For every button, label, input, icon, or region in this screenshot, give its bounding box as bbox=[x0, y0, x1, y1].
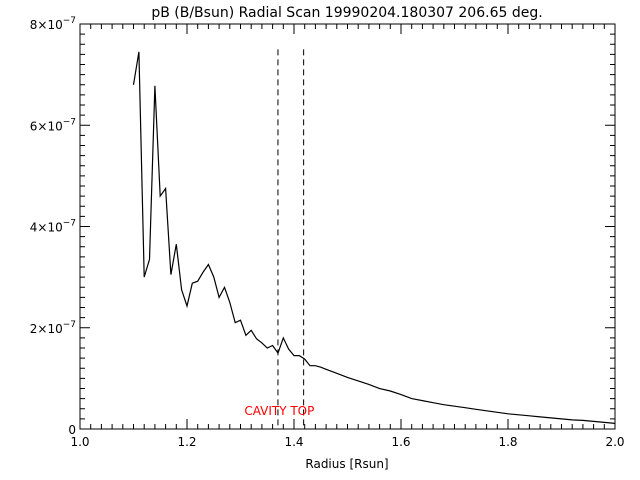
chart-annotations: CAVITY TOP bbox=[244, 404, 314, 418]
cavity-marker-lines bbox=[277, 49, 305, 429]
y-tick-mantissa: 0 bbox=[68, 423, 76, 437]
x-tick-label: 1.2 bbox=[177, 435, 196, 449]
y-tick-label: 6×10−7 bbox=[30, 117, 76, 133]
x-axis-ticks: 1.0 1.2 1.4 1.6 1.8 2.0 bbox=[70, 24, 625, 449]
chart-title: pB (B/Bsun) Radial Scan 19990204.180307 … bbox=[151, 5, 542, 21]
cavity-top-label: CAVITY TOP bbox=[244, 404, 314, 418]
pb-series-line bbox=[132, 51, 616, 424]
x-tick-label: 1.6 bbox=[391, 435, 410, 449]
x-axis-label: Radius [Rsun] bbox=[305, 457, 388, 471]
y-tick-label: 8×10−7 bbox=[30, 16, 76, 32]
x-tick-label: 2.0 bbox=[605, 435, 624, 449]
y-tick-label: 2×10−7 bbox=[30, 320, 76, 336]
x-tick-label: 1.4 bbox=[284, 435, 303, 449]
y-tick-label: 4×10−7 bbox=[30, 219, 76, 235]
y-axis-ticks: 02×10−74×10−76×10−78×10−7 bbox=[30, 16, 615, 437]
x-tick-label: 1.8 bbox=[498, 435, 517, 449]
y-tick-mantissa: 4×10 bbox=[30, 221, 63, 235]
y-tick-mantissa: 2×10 bbox=[30, 322, 63, 336]
y-tick-exponent: −7 bbox=[63, 320, 76, 330]
y-tick-label: 0 bbox=[68, 423, 76, 437]
y-tick-exponent: −7 bbox=[63, 16, 76, 26]
y-tick-mantissa: 8×10 bbox=[30, 18, 63, 32]
y-tick-mantissa: 6×10 bbox=[30, 119, 63, 133]
x-tick-label: 1.0 bbox=[70, 435, 89, 449]
y-tick-exponent: −7 bbox=[63, 117, 76, 127]
y-tick-exponent: −7 bbox=[63, 219, 76, 229]
